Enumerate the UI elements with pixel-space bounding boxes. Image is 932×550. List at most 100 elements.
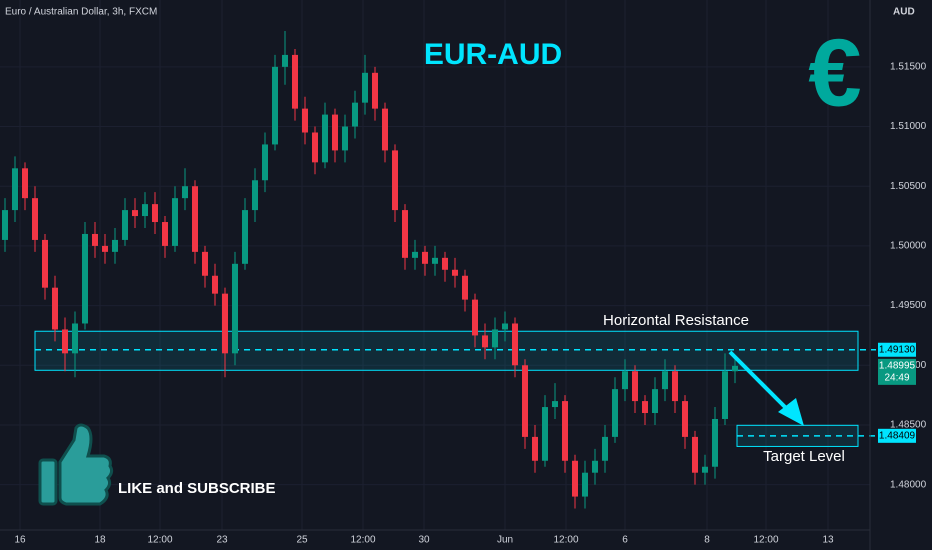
zone-name: Horizontal Resistance <box>603 312 749 329</box>
candle-body <box>452 269 458 276</box>
call-to-action: LIKE and SUBSCRIBE <box>118 480 276 497</box>
candle-body <box>32 198 38 240</box>
y-axis-label: AUD <box>893 7 915 18</box>
symbol-header: Euro / Australian Dollar, 3h, FXCM <box>5 7 157 18</box>
x-tick-label: Jun <box>497 535 513 546</box>
thumbs-up-icon <box>38 423 114 506</box>
candle-body <box>442 257 448 270</box>
y-tick-label: 1.50500 <box>890 181 927 192</box>
y-tick-label: 1.50000 <box>890 241 927 252</box>
x-tick-label: 25 <box>296 535 308 546</box>
candle-body <box>462 275 468 300</box>
candle-body <box>622 371 628 390</box>
candle-body <box>232 263 238 354</box>
candle-body <box>482 335 488 348</box>
y-tick-label: 1.51000 <box>890 121 927 132</box>
zone-name: Target Level <box>763 448 845 465</box>
chart-title: EUR-AUD <box>424 38 562 71</box>
candle-body <box>2 210 8 240</box>
y-tick-label: 1.48000 <box>890 479 927 490</box>
candle-body <box>392 150 398 211</box>
candle-body <box>42 239 48 288</box>
candle-body <box>432 257 438 264</box>
x-tick-label: 12:00 <box>350 535 375 546</box>
y-tick-label: 1.48500 <box>890 420 927 431</box>
candle-body <box>152 204 158 223</box>
x-tick-label: 13 <box>822 535 834 546</box>
x-tick-label: 12:00 <box>553 535 578 546</box>
last-price-tag <box>878 358 916 385</box>
zone-box <box>34 330 859 371</box>
candle-body <box>352 102 358 127</box>
candle-body <box>142 204 148 217</box>
x-tick-label: 18 <box>94 535 106 546</box>
x-tick-label: 30 <box>418 535 430 546</box>
candle-body <box>262 144 268 181</box>
x-tick-label: 23 <box>216 535 228 546</box>
candle-body <box>472 299 478 336</box>
candle-body <box>652 389 658 414</box>
candle-body <box>322 114 328 163</box>
candle-body <box>592 460 598 473</box>
candle-body <box>372 72 378 109</box>
candle-body <box>192 186 198 252</box>
y-tick-label: 1.51500 <box>890 61 927 72</box>
candle-body <box>332 114 338 151</box>
candle-body <box>52 287 58 330</box>
candle-body <box>302 108 308 133</box>
level-tag <box>878 428 916 443</box>
candle-body <box>712 418 718 467</box>
candle-body <box>22 168 28 199</box>
candle-body <box>562 401 568 461</box>
candle-body <box>602 436 608 461</box>
candle-body <box>512 323 518 366</box>
candle-body <box>692 436 698 473</box>
candle-body <box>112 239 118 252</box>
candle-body <box>312 132 318 163</box>
candle-body <box>632 371 638 402</box>
candle-body <box>242 210 248 264</box>
candle-body <box>522 365 528 437</box>
candle-body <box>122 210 128 240</box>
candle-body <box>282 54 288 67</box>
candle-body <box>132 210 138 217</box>
candle-body <box>422 251 428 264</box>
candles <box>2 31 738 509</box>
candle-body <box>252 180 258 211</box>
candle-body <box>582 472 588 497</box>
candle-body <box>182 186 188 199</box>
candle-body <box>552 401 558 408</box>
x-tick-label: 8 <box>704 535 710 546</box>
candle-body <box>272 66 278 145</box>
level-tag <box>878 342 916 357</box>
x-tick-label: 12:00 <box>753 535 778 546</box>
candle-body <box>532 436 538 461</box>
axes: 1.480001.485001.490001.495001.500001.505… <box>14 61 926 545</box>
candle-body <box>172 198 178 246</box>
candle-body <box>162 222 168 246</box>
candle-body <box>402 210 408 258</box>
candle-body <box>722 371 728 419</box>
x-tick-label: 6 <box>622 535 628 546</box>
candle-body <box>202 251 208 276</box>
candle-body <box>412 251 418 258</box>
candle-body <box>662 371 668 390</box>
level-tag-label: 1.49130 <box>879 344 916 355</box>
candle-body <box>572 460 578 497</box>
x-tick-label: 12:00 <box>147 535 172 546</box>
candle-body <box>222 293 228 354</box>
candle-body <box>12 168 18 211</box>
candle-body <box>542 407 548 461</box>
candle-body <box>92 233 98 246</box>
candle-body <box>502 323 508 330</box>
candle-body <box>702 466 708 473</box>
candle-body <box>642 401 648 414</box>
candle-body <box>672 371 678 402</box>
euro-icon: € <box>808 19 861 126</box>
candle-body <box>62 329 68 354</box>
candle-body <box>732 365 738 372</box>
candle-body <box>102 245 108 252</box>
arrow-head <box>778 398 804 426</box>
candle-body <box>212 275 218 294</box>
y-tick-label: 1.49500 <box>890 300 927 311</box>
